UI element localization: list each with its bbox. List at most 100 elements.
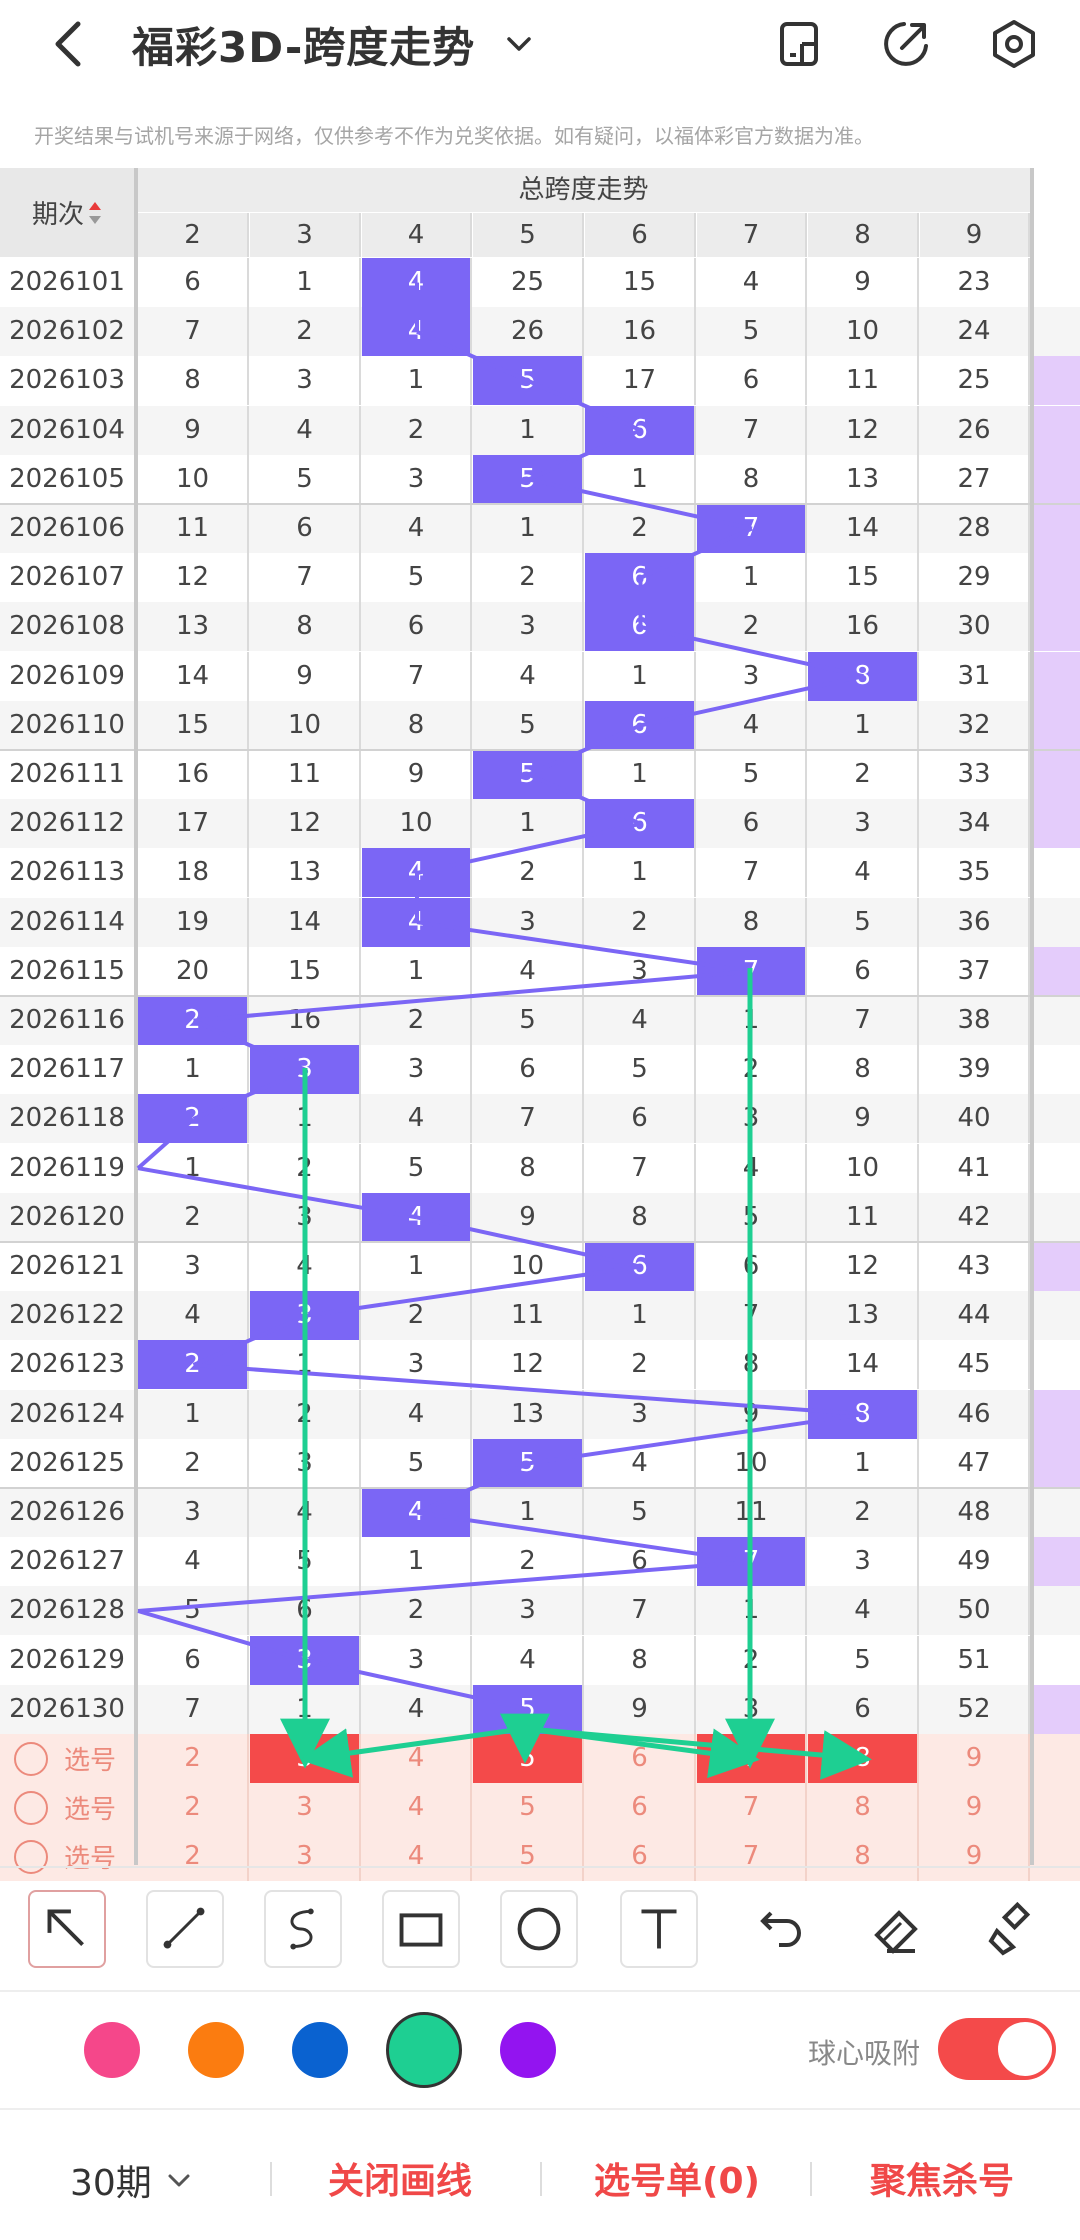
miss-count-cell: 2 [362,405,472,455]
pick-number-cell[interactable]: 4 [362,1783,472,1833]
color-swatch[interactable] [292,2022,348,2078]
pick-number-cell[interactable]: 7 [697,1832,807,1882]
miss-count-cell: 7 [697,848,807,898]
hit-cell: 8 [808,651,919,701]
snap-toggle[interactable] [938,2018,1056,2080]
miss-count-cell: 4 [697,700,807,750]
miss-count-cell: 15 [808,553,919,603]
table-row: 2026114 19 14 4 3 2 8 5 36 [0,897,1080,947]
hit-cell: 4 [362,848,472,898]
miss-count-cell: 5 [808,897,919,947]
extra-column-cell [1034,946,1080,996]
pick-number-cell[interactable]: 3 [250,1783,361,1833]
pick-number-cell[interactable]: 5 [473,1783,584,1833]
color-swatch[interactable] [188,2022,244,2078]
pick-number-cell[interactable]: 7 [697,1783,807,1833]
extra-column-cell [1034,799,1080,849]
miss-count-cell: 7 [808,996,919,1045]
pick-list-button[interactable]: 选号单(0) [594,2161,760,2202]
period-cell: 2026112 [9,808,125,839]
eraser-button[interactable] [856,1890,934,1968]
line-tool-button[interactable] [146,1890,224,1968]
pick-number-cell[interactable]: 9 [920,1783,1030,1833]
miss-count-cell: 2 [250,1143,361,1193]
period-sort-header[interactable]: 期次 [0,168,134,257]
text-tool-button[interactable] [620,1890,698,1968]
miss-count-cell: 1 [362,356,472,406]
miss-count-cell: 49 [920,1537,1030,1587]
pick-number-cell[interactable]: 2 [138,1783,249,1833]
focus-kill-button[interactable]: 聚焦杀号 [870,2161,1015,2202]
pick-number-cell[interactable]: 6 [585,1734,696,1783]
pick-number-cell[interactable]: 9 [920,1832,1030,1882]
hit-cell: 6 [585,405,696,455]
pick-number-cell[interactable]: 4 [362,1832,472,1882]
radio-circle-icon[interactable] [14,1741,48,1776]
table-row: 2026119 1 2 5 8 7 4 10 41 [0,1143,1080,1193]
pick-number-cell[interactable]: 8 [808,1832,919,1882]
layout-button[interactable] [770,14,830,74]
miss-count-cell: 2 [808,750,919,799]
pick-number-cell[interactable]: 2 [138,1832,249,1882]
miss-count-cell: 2 [138,1438,249,1488]
pick-row-label[interactable]: 选号 [14,1783,116,1832]
close-lines-button[interactable]: 关闭画线 [328,2161,473,2202]
chevron-down-icon [168,2174,190,2187]
toggle-knob [998,2022,1052,2076]
period-count-select[interactable]: 30期 [70,2154,194,2206]
miss-count-cell: 7 [138,307,249,357]
period-cell: 2026123 [9,1349,125,1380]
title-dropdown[interactable]: 福彩3D-跨度走势 [132,14,537,74]
share-button[interactable] [876,14,936,74]
pick-row-label[interactable]: 选号 [14,1832,116,1881]
group-separator [0,1487,1080,1489]
color-swatch[interactable] [500,2022,556,2078]
miss-count-cell: 2 [585,1340,696,1390]
divider [810,2162,812,2196]
extra-column-cell [1034,1340,1080,1389]
period-cell: 2026102 [9,316,125,347]
pick-number-cell[interactable]: 3 [250,1734,361,1783]
pick-number-cell[interactable]: 3 [250,1832,361,1882]
period-cell: 2026104 [9,414,125,445]
pick-number-cell[interactable]: 5 [473,1734,584,1783]
table-row: 2026122 4 3 2 11 1 7 13 44 [0,1291,1080,1341]
undo-button[interactable] [738,1890,816,1968]
miss-count-cell: 8 [697,454,807,504]
extra-column-cell [1034,1045,1080,1094]
pick-number-cell[interactable]: 6 [585,1832,696,1882]
back-button[interactable] [40,14,100,74]
settings-button[interactable] [984,14,1044,74]
rectangle-tool-button[interactable] [382,1890,460,1968]
color-swatch[interactable] [84,2022,140,2078]
miss-count-cell: 6 [250,1586,361,1636]
period-cell: 2026121 [9,1251,125,1281]
miss-count-cell: 4 [585,996,696,1045]
miss-count-cell: 4 [138,1537,249,1587]
pick-row-label[interactable]: 选号 [14,1734,116,1783]
arrow-tool-button[interactable] [28,1890,106,1968]
curve-tool-button[interactable] [264,1890,342,1968]
pick-number-cell[interactable]: 7 [697,1734,807,1783]
pick-number-cell[interactable]: 6 [585,1783,696,1833]
pick-number-cell[interactable]: 8 [808,1734,919,1783]
pick-number-cell[interactable]: 5 [473,1832,584,1882]
brush-clear-button[interactable] [974,1890,1052,1968]
period-cell: 2026101 [9,267,125,297]
pick-number-cell[interactable]: 9 [920,1734,1030,1783]
sort-icon [89,201,101,224]
pick-number-cell[interactable]: 8 [808,1783,919,1833]
radio-circle-icon[interactable] [14,1790,48,1825]
circle-tool-button[interactable] [500,1890,578,1968]
radio-circle-icon[interactable] [14,1839,48,1874]
miss-count-cell: 8 [138,356,249,406]
table-row: 2026104 9 4 2 1 6 7 12 26 [0,405,1080,455]
miss-count-cell: 3 [250,356,361,406]
extra-column-cell [1034,405,1080,455]
miss-count-cell: 46 [920,1389,1030,1439]
group-separator [0,503,1080,505]
pick-number-cell[interactable]: 4 [362,1734,472,1783]
pick-label-text: 选号 [64,1844,117,1875]
color-swatch[interactable] [386,2012,462,2088]
pick-number-cell[interactable]: 2 [138,1734,249,1783]
